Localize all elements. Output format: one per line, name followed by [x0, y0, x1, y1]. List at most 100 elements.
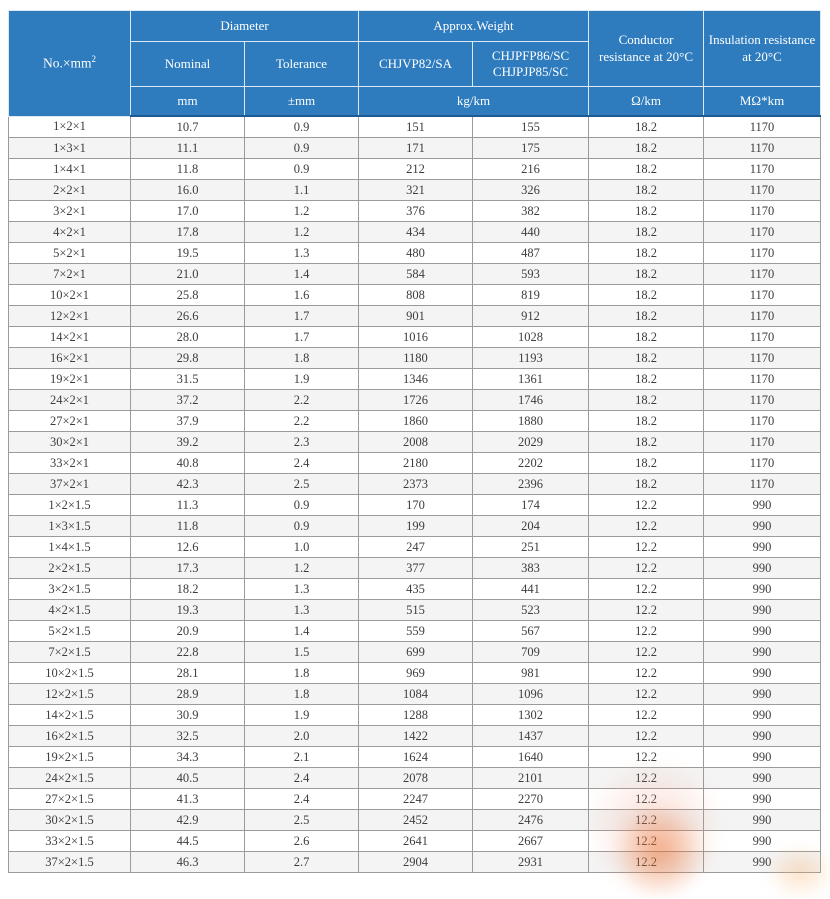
- cell: 1170: [703, 326, 822, 348]
- cell: 12.2: [588, 578, 705, 600]
- cell: 12.2: [588, 830, 705, 852]
- cell: 819: [471, 284, 590, 306]
- table-row: 4×2×1 17.8 1.2 434 440 18.2 1170: [8, 221, 822, 243]
- cell: 18.2: [588, 263, 705, 285]
- cell: 2.0: [244, 725, 359, 747]
- table-row: 1×3×1 11.1 0.9 171 175 18.2 1170: [8, 137, 822, 159]
- table-row: 24×2×1 37.2 2.2 1726 1746 18.2 1170: [8, 389, 822, 411]
- cell: 1361: [471, 368, 590, 390]
- cell: 990: [703, 494, 822, 516]
- cell: 2.5: [244, 809, 359, 831]
- cell: 37×2×1: [8, 473, 131, 495]
- cell: 1016: [358, 326, 473, 348]
- cell: 990: [703, 683, 822, 705]
- cell: 18.2: [588, 326, 705, 348]
- cell: 2180: [358, 452, 473, 474]
- cell: 559: [358, 620, 473, 642]
- cell: 1170: [703, 452, 822, 474]
- cell: 1096: [471, 683, 590, 705]
- cell: 18.2: [588, 179, 705, 201]
- cell: 1.3: [244, 578, 359, 600]
- table-row: 24×2×1.5 40.5 2.4 2078 2101 12.2 990: [8, 767, 822, 789]
- cell: 2.3: [244, 431, 359, 453]
- cable-spec-table: No.×mm2 Diameter Approx.Weight Conductor…: [8, 10, 822, 873]
- cell: 1×4×1.5: [8, 536, 131, 558]
- cell: 1170: [703, 368, 822, 390]
- unit-tolerance: ±mm: [244, 86, 359, 117]
- cell: 1170: [703, 221, 822, 243]
- table-row: 2×2×1.5 17.3 1.2 377 383 12.2 990: [8, 557, 822, 579]
- cell: 30×2×1.5: [8, 809, 131, 831]
- table-body: 1×2×1 10.7 0.9 151 155 18.2 1170 1×3×1 11.1 0.9 17…: [8, 115, 822, 873]
- table-row: 33×2×1 40.8 2.4 2180 2202 18.2 1170: [8, 452, 822, 474]
- table-row: 10×2×1.5 28.1 1.8 969 981 12.2 990: [8, 662, 822, 684]
- cell: 175: [471, 137, 590, 159]
- table-row: 7×2×1 21.0 1.4 584 593 18.2 1170: [8, 263, 822, 285]
- cell: 18.2: [588, 347, 705, 369]
- cell: 2×2×1: [8, 179, 131, 201]
- cell: 18.2: [588, 115, 705, 138]
- cell: 990: [703, 515, 822, 537]
- table-row: 12×2×1.5 28.9 1.8 1084 1096 12.2 990: [8, 683, 822, 705]
- cell: 41.3: [130, 788, 245, 810]
- table-row: 14×2×1 28.0 1.7 1016 1028 18.2 1170: [8, 326, 822, 348]
- cell: 12.2: [588, 494, 705, 516]
- table-row: 1×3×1.5 11.8 0.9 199 204 12.2 990: [8, 515, 822, 537]
- cell: 1624: [358, 746, 473, 768]
- cell: 12.2: [588, 536, 705, 558]
- cell: 1.7: [244, 305, 359, 327]
- cell: 11.8: [130, 158, 245, 180]
- table-row: 19×2×1.5 34.3 2.1 1624 1640 12.2 990: [8, 746, 822, 768]
- cell: 1.2: [244, 221, 359, 243]
- cell: 212: [358, 158, 473, 180]
- cell: 969: [358, 662, 473, 684]
- cell: 18.2: [588, 431, 705, 453]
- cell: 18.2: [588, 410, 705, 432]
- cell: 487: [471, 242, 590, 264]
- cell: 4×2×1.5: [8, 599, 131, 621]
- cell: 40.8: [130, 452, 245, 474]
- cell: 5×2×1: [8, 242, 131, 264]
- cell: 12.2: [588, 746, 705, 768]
- cell: 1170: [703, 263, 822, 285]
- cell: 2904: [358, 851, 473, 873]
- cell: 18.2: [588, 158, 705, 180]
- cell: 170: [358, 494, 473, 516]
- table-row: 3×2×1.5 18.2 1.3 435 441 12.2 990: [8, 578, 822, 600]
- cell: 19.3: [130, 599, 245, 621]
- cell: 16.0: [130, 179, 245, 201]
- cell: 1422: [358, 725, 473, 747]
- unit-conductor: Ω/km: [588, 86, 705, 117]
- cell: 2.6: [244, 830, 359, 852]
- header-tolerance: Tolerance: [244, 41, 359, 87]
- cell: 10×2×1: [8, 284, 131, 306]
- cell: 151: [358, 115, 473, 138]
- header-approx-weight: Approx.Weight: [357, 10, 590, 42]
- cell: 18.2: [588, 221, 705, 243]
- cell: 28.0: [130, 326, 245, 348]
- table-row: 27×2×1 37.9 2.2 1860 1880 18.2 1170: [8, 410, 822, 432]
- cell: 7×2×1: [8, 263, 131, 285]
- cell: 990: [703, 536, 822, 558]
- cell: 377: [358, 557, 473, 579]
- cell: 44.5: [130, 830, 245, 852]
- cell: 2202: [471, 452, 590, 474]
- cell: 808: [358, 284, 473, 306]
- cell: 1346: [358, 368, 473, 390]
- cell: 12.2: [588, 515, 705, 537]
- cell: 2247: [358, 788, 473, 810]
- cell: 18.2: [130, 578, 245, 600]
- cell: 990: [703, 809, 822, 831]
- cell: 33×2×1.5: [8, 830, 131, 852]
- cell: 155: [471, 115, 590, 138]
- header-no-mm2: No.×mm2: [8, 10, 131, 117]
- cell: 1.5: [244, 641, 359, 663]
- cell: 42.3: [130, 473, 245, 495]
- cell: 20.9: [130, 620, 245, 642]
- cell: 435: [358, 578, 473, 600]
- cell: 990: [703, 851, 822, 873]
- cell: 37.2: [130, 389, 245, 411]
- cell: 1.1: [244, 179, 359, 201]
- cell: 1170: [703, 137, 822, 159]
